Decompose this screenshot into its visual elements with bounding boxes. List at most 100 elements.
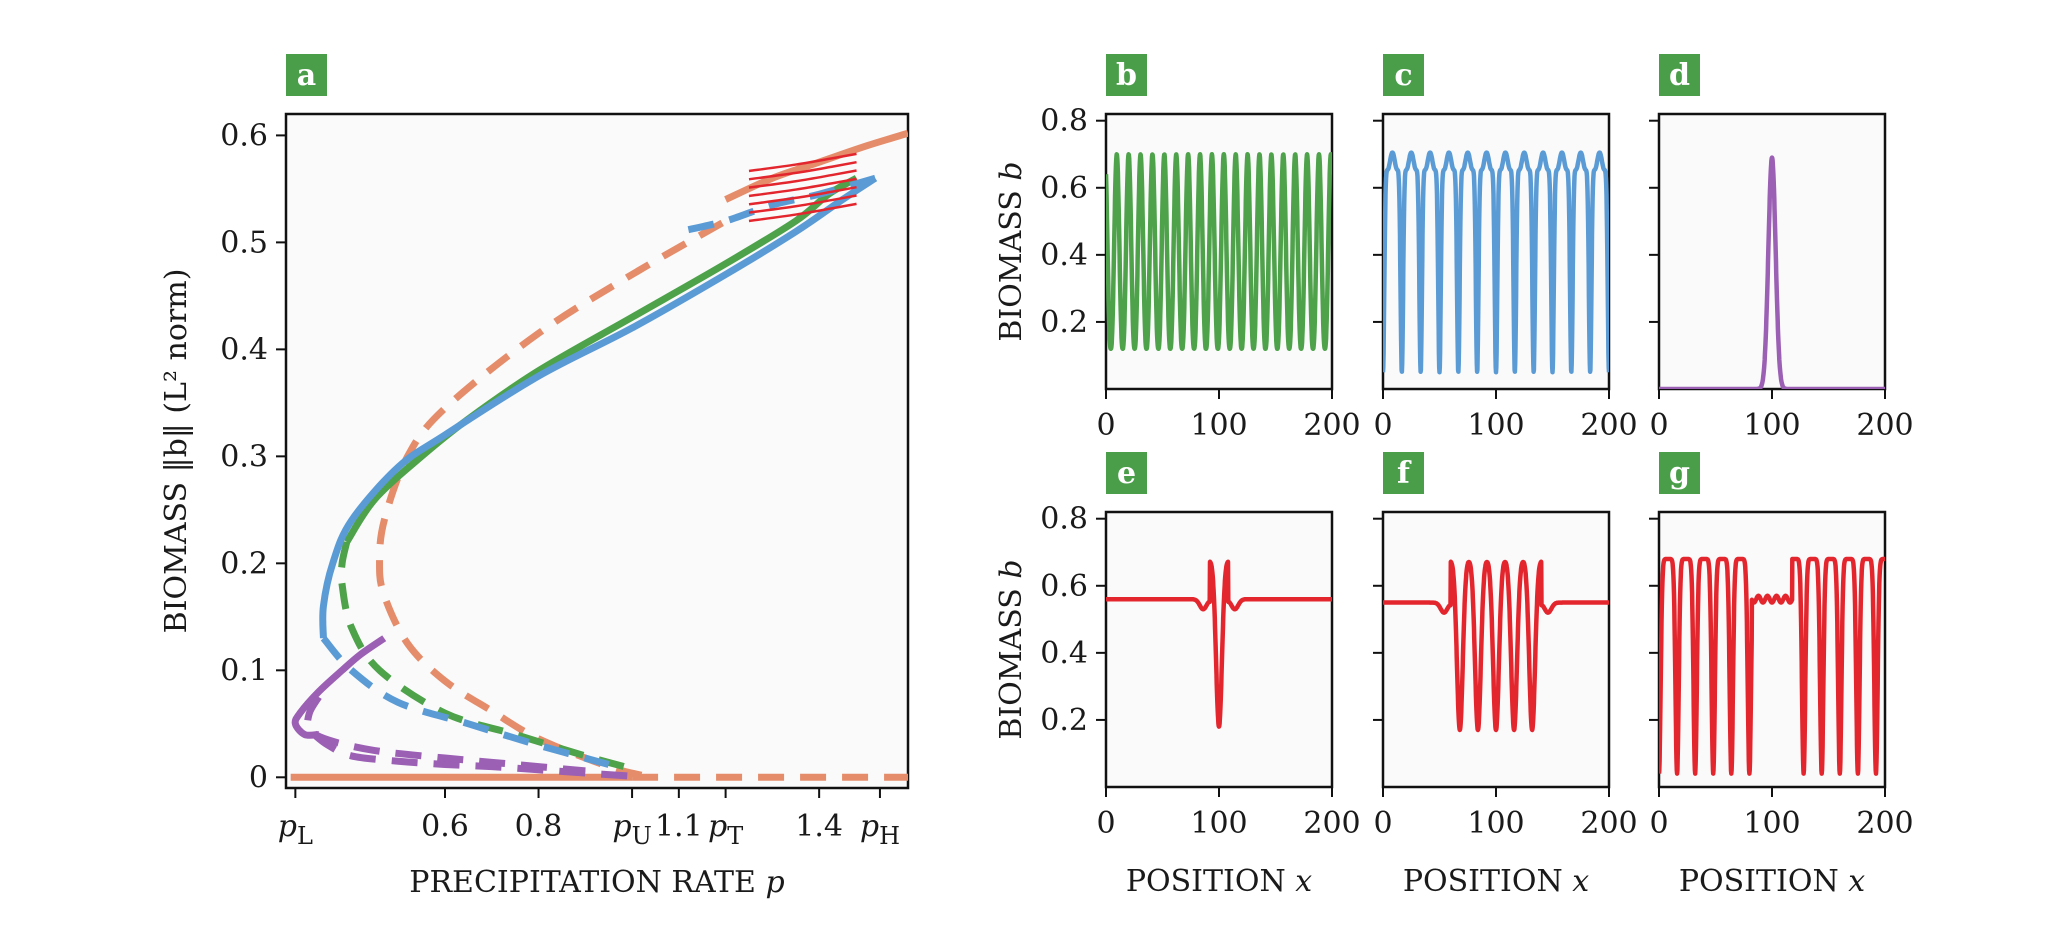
panel-label-a: a [286,54,327,96]
x-tick-label: 0.8 [515,809,563,844]
y-axis-title: BIOMASS ‖b‖ (L² norm) [159,269,194,634]
x-tick-label: 0 [1373,806,1392,841]
x-tick-label: 200 [1580,408,1637,443]
panel-label-badge [1659,452,1700,494]
y-tick-label: 0.2 [220,546,268,581]
snaking-branch-1 [748,194,857,214]
panel-label-text: g [1669,456,1690,491]
profile-line [1659,155,1885,389]
panel-label-text: b [1116,58,1137,93]
plot-frame [1104,510,1334,789]
panel-e: 0.2 0.4 0.6 0.8 0 100 200 BIOMASS b POSITION x [994,502,1361,899]
y-tick-label: 0.4 [1040,238,1088,273]
y-tick-label: 0.8 [1040,104,1088,139]
x-axis-title: POSITION x [1403,864,1589,899]
panel-g: 0 100 200 POSITION x [1649,510,1914,899]
x-tick-label: 200 [1303,806,1360,841]
x-tick-label: 1.1 [655,809,703,844]
profile-line [1383,150,1609,375]
panel-label-f: f [1383,452,1424,494]
x-tick-label: pL [278,809,313,850]
series-line-9 [291,635,387,739]
panel-label-text: a [297,58,316,93]
profile-line [1659,556,1885,776]
profile-line [1383,559,1609,733]
y-tick-label: 0.1 [220,653,268,688]
profile-line [1106,559,1332,729]
panel-label-badge [1106,54,1147,96]
panel-label-text: d [1669,58,1690,93]
series-line-1 [376,217,728,779]
y-axis-title: BIOMASS b [994,161,1029,341]
y-tick-label: 0 [249,760,268,795]
panel-label-g: g [1659,452,1700,494]
panel-label-badge [1659,54,1700,96]
panel-label-text: f [1397,456,1412,491]
snaking-branch-6 [748,152,857,173]
snaking-branch-4 [748,169,857,189]
panel-a: 0 0.1 0.2 0.3 0.4 0.5 0.6 pL 0.6 0.8 pU 1.1 pT 1.4 pH P… [159,112,910,900]
y-tick-label: 0.4 [1040,636,1088,671]
y-tick-label: 0.2 [1040,305,1088,340]
y-tick-label: 0.3 [220,439,268,474]
series-line-11 [304,695,586,775]
x-tick-label: 0 [1649,408,1668,443]
series-line-0 [724,129,908,203]
plot-area [290,129,908,781]
y-tick-label: 0.6 [220,118,268,153]
series-line-8 [320,635,610,768]
plot-frame [1657,112,1887,391]
x-tick-label: 0 [1649,806,1668,841]
panel-label-e: e [1106,452,1147,494]
x-tick-label: 200 [1303,408,1360,443]
snaking-branch-3 [748,177,857,198]
x-tick-label: 100 [1190,806,1247,841]
x-tick-label: 0 [1096,408,1115,443]
x-tick-label: 200 [1580,806,1637,841]
panel-f: 0 100 200 POSITION x [1373,510,1638,899]
x-tick-label: 200 [1856,408,1913,443]
y-tick-label: 0.6 [1040,569,1088,604]
x-tick-label: 0.6 [421,809,469,844]
panel-label-text: e [1117,456,1136,491]
x-tick-label: 100 [1743,408,1800,443]
y-tick-label: 0.8 [1040,502,1088,537]
panel-d: 0 100 200 [1649,112,1914,443]
plot-frame [1381,510,1611,789]
y-tick-label: 0.4 [220,332,268,367]
panel-label-c: c [1383,54,1424,96]
x-tick-label: pU [612,809,651,850]
y-tick-label: 0.5 [220,225,268,260]
y-tick-label: 0.2 [1040,703,1088,738]
series-line-6 [319,175,878,639]
x-tick-label: 100 [1467,408,1524,443]
x-axis-title: PRECIPITATION RATE p [409,865,784,900]
snaking-branch-5 [748,160,857,181]
panel-label-badge [286,54,327,96]
x-tick-label: 0 [1373,408,1392,443]
series-line-7 [678,174,877,236]
panel-c: 0 100 200 [1373,112,1638,443]
panel-label-d: d [1659,54,1700,96]
panel-label-badge [1106,452,1147,494]
x-tick-label: 0 [1096,806,1115,841]
x-tick-label: 1.4 [795,809,843,844]
x-tick-label: pT [708,809,743,850]
panel-label-badge [1383,452,1424,494]
panel-b: 0.2 0.4 0.6 0.8 0 100 200 BIOMASS b [994,104,1361,443]
panel-label-text: c [1394,58,1412,93]
x-tick-label: pH [860,809,900,850]
x-axis-title: POSITION x [1126,864,1312,899]
x-tick-label: 200 [1856,806,1913,841]
panel-label-badge [1383,54,1424,96]
snaking-branch-0 [748,202,857,223]
snaking-branch-2 [748,185,857,206]
x-tick-label: 100 [1467,806,1524,841]
y-axis-title: BIOMASS b [994,559,1029,739]
panel-label-b: b [1106,54,1147,96]
profile-line [1106,151,1332,352]
y-tick-label: 0.6 [1040,171,1088,206]
x-axis-title: POSITION x [1679,864,1865,899]
x-tick-label: 100 [1190,408,1247,443]
